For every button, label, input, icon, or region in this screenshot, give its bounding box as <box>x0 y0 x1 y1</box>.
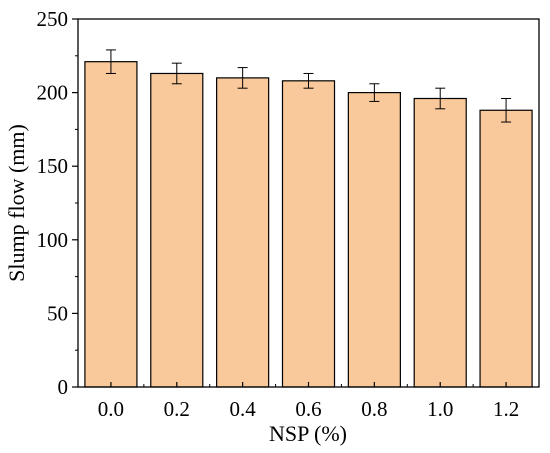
y-tick-label-100: 100 <box>37 228 69 252</box>
bar-1.2 <box>479 109 533 388</box>
bar-0.2 <box>150 72 204 388</box>
x-tick-label-0.6: 0.6 <box>295 397 321 421</box>
x-axis-title: NSP (%) <box>269 421 347 446</box>
y-tick-label-200: 200 <box>37 81 69 105</box>
error-bars-group <box>105 49 512 123</box>
x-tick-label-0.8: 0.8 <box>361 397 387 421</box>
x-axis: 0.0 0.2 0.4 0.6 0.8 1.0 1.2 <box>98 382 519 421</box>
x-tick-label-1.0: 1.0 <box>427 397 453 421</box>
bar-0.8 <box>347 91 401 388</box>
y-tick-label-150: 150 <box>37 154 69 178</box>
y-tick-label-50: 50 <box>47 301 68 325</box>
bars-group <box>84 61 533 388</box>
bar-0.4 <box>216 77 270 388</box>
bar-1.0 <box>413 97 467 388</box>
x-tick-label-0.2: 0.2 <box>164 397 190 421</box>
bar-0.6 <box>281 80 336 388</box>
y-axis: 0 50 100 150 200 250 <box>37 7 78 399</box>
y-tick-label-250: 250 <box>37 7 69 31</box>
x-tick-label-1.2: 1.2 <box>493 397 519 421</box>
y-axis-title: Slump flow (mm) <box>4 124 29 282</box>
x-tick-label-0.4: 0.4 <box>230 397 257 421</box>
x-tick-label-0.0: 0.0 <box>98 397 124 421</box>
y-tick-label-0: 0 <box>58 375 69 399</box>
bar-0.0 <box>84 61 138 388</box>
